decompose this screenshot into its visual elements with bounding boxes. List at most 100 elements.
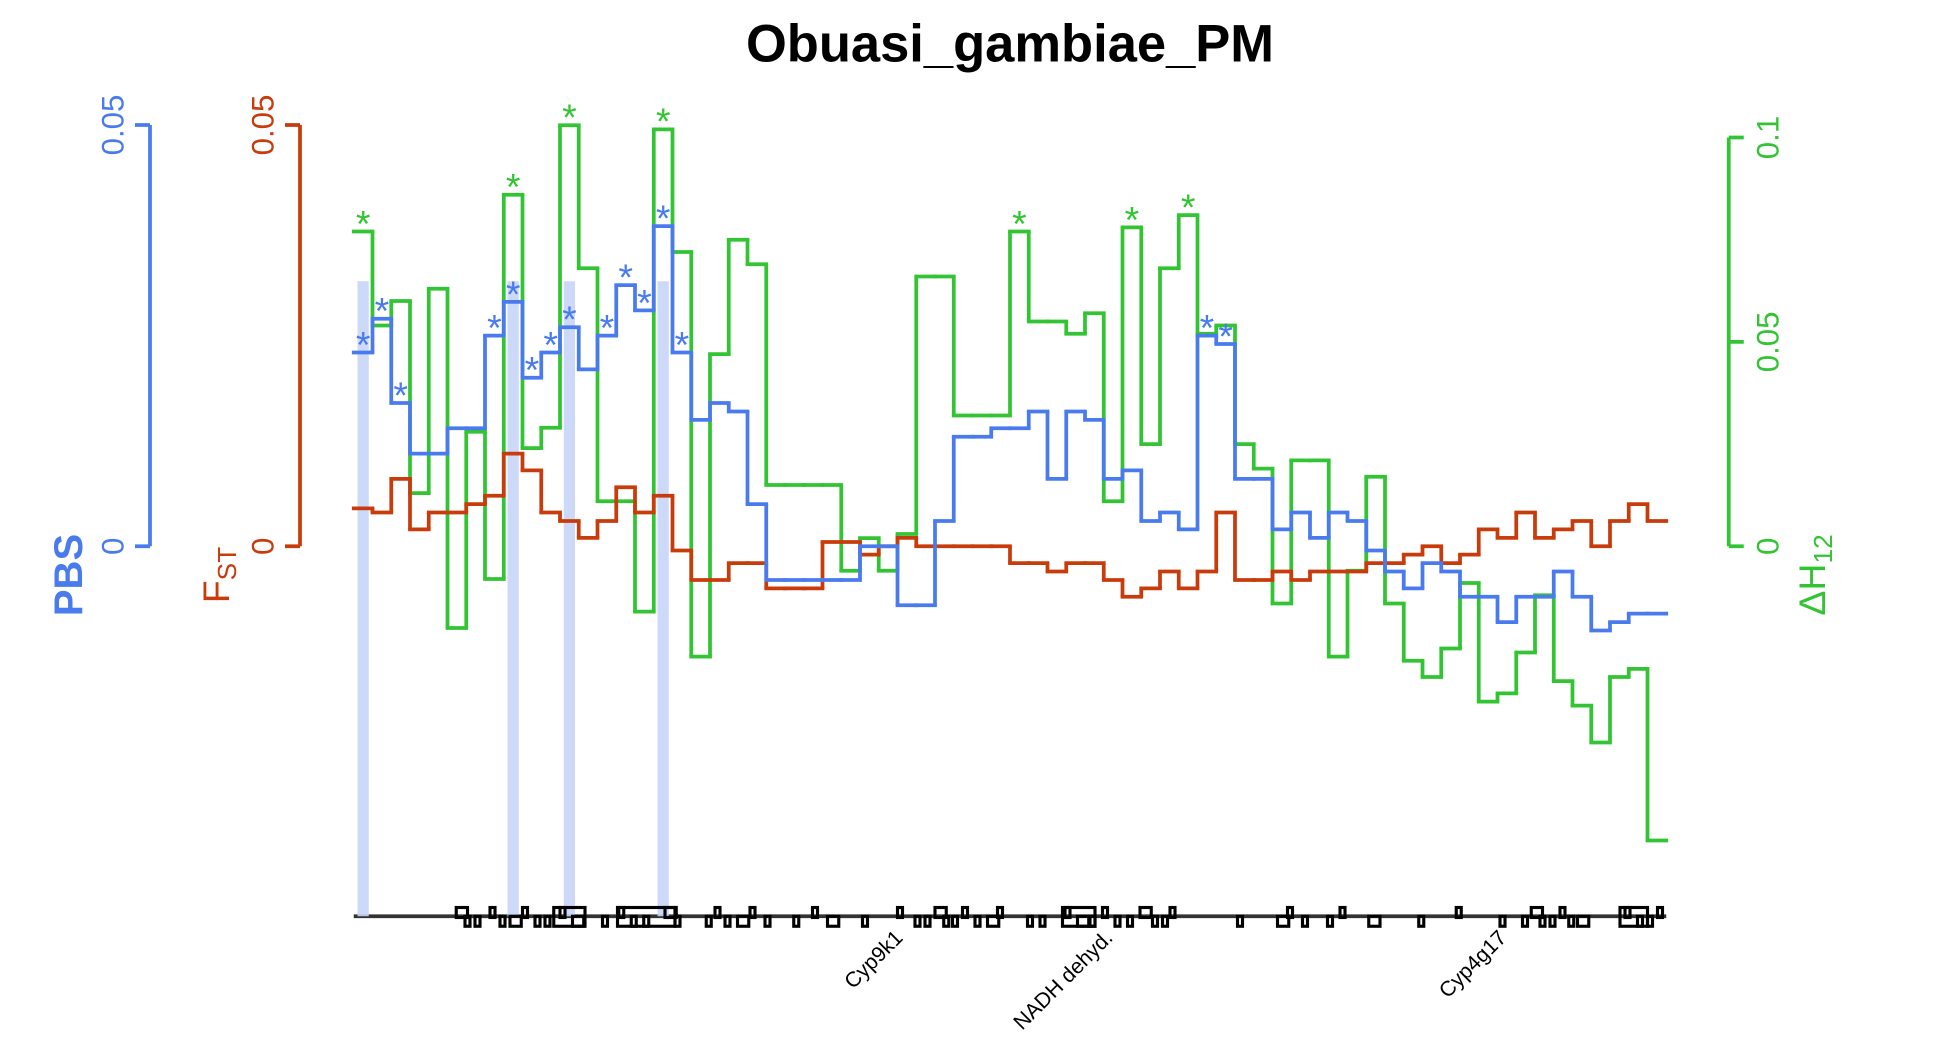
gene-block (763, 914, 772, 928)
gene-block (1520, 914, 1530, 928)
gene-block (735, 914, 751, 928)
significance-marker: * (525, 349, 540, 391)
gene-block (1325, 914, 1335, 928)
gene-block (1168, 905, 1177, 920)
gene-block (533, 914, 542, 928)
gene-block (1417, 914, 1426, 928)
gene-block (1038, 914, 1047, 928)
tick-label: 0 (95, 538, 130, 555)
gene-block (520, 905, 530, 920)
highlight-band (357, 281, 369, 917)
significance-marker: * (487, 307, 502, 349)
gene-block (454, 905, 470, 920)
gene-block (985, 914, 1001, 928)
significance-marker: * (1012, 202, 1027, 244)
series (351, 451, 1669, 599)
y2-axis-title-sub: ST (212, 547, 242, 581)
gene-block (1529, 905, 1545, 920)
significance-marker: * (543, 323, 558, 365)
gene-block (1300, 914, 1310, 928)
significance-marker: * (375, 290, 390, 332)
gene-block (1138, 905, 1153, 920)
gene-block (463, 914, 472, 928)
gene-block (1367, 914, 1382, 928)
series (351, 123, 1669, 843)
gene-block (1125, 914, 1135, 928)
gene-block (1150, 914, 1160, 928)
significance-marker: * (506, 273, 521, 315)
series (351, 224, 1669, 633)
gene-block (860, 914, 870, 928)
gene-block (923, 914, 932, 928)
significance-marker: * (618, 256, 633, 298)
gene-block (1025, 914, 1035, 928)
significance-marker: * (562, 96, 577, 138)
gene-block (792, 914, 801, 928)
gene-block (748, 905, 757, 920)
y3-axis-title-main: ΔH (1791, 564, 1833, 616)
gene-block (473, 914, 482, 928)
gene-block (704, 914, 713, 928)
tick-label: 0.1 (1750, 116, 1785, 159)
gene-block (1655, 905, 1665, 920)
gene-block (973, 914, 982, 928)
y3-axis-title: ΔH12 (1791, 534, 1838, 615)
y-axis-title: PBS (47, 534, 91, 616)
highlight-band (563, 281, 575, 917)
gene-block (1548, 914, 1557, 928)
gene-block (488, 905, 497, 920)
gene-block (1538, 914, 1547, 928)
chart-title: Obuasi_gambiae_PM (746, 14, 1274, 73)
gene-block (508, 914, 523, 928)
gene-block (1113, 914, 1122, 928)
gene-block (543, 914, 552, 928)
tick-label: 0.05 (95, 95, 130, 156)
gene-label: Cyp4g17 (1434, 926, 1511, 1003)
significance-marker: * (562, 298, 577, 340)
significance-marker: * (356, 202, 371, 244)
gene-block (1498, 914, 1507, 928)
tick-label: 0 (1750, 538, 1785, 555)
significance-marker: * (656, 100, 671, 142)
highlight-band (657, 281, 669, 917)
significance-marker: * (506, 166, 521, 208)
significance-marker: * (1200, 307, 1215, 349)
gene-block (552, 905, 587, 928)
gene-block (942, 914, 951, 928)
gene-block (950, 914, 960, 928)
gene-block (1285, 905, 1295, 920)
gene-block (1567, 914, 1576, 928)
gene-block (1618, 905, 1650, 928)
gene-block (810, 905, 820, 920)
y2-axis-title-main: F (195, 580, 237, 603)
gene-label: NADH dehyd. (1009, 926, 1118, 1035)
gene-block (1275, 914, 1291, 928)
gene-block (933, 905, 948, 920)
significance-marker: * (356, 323, 371, 365)
gene-block (1575, 914, 1591, 928)
gene-block (498, 914, 507, 928)
significance-marker: * (1125, 198, 1140, 240)
gene-block (1338, 905, 1347, 920)
gene-block (913, 914, 922, 928)
y2-axis-title: FST (195, 547, 242, 603)
highlight-band (507, 281, 519, 917)
gene-block (1100, 905, 1110, 920)
significance-marker: * (675, 323, 690, 365)
y3-axis-title-sub: 12 (1808, 534, 1838, 563)
significance-marker: * (637, 281, 652, 323)
significance-marker: * (656, 197, 671, 239)
gene-block (600, 914, 610, 928)
gene-block (723, 914, 732, 928)
significance-marker: * (393, 374, 408, 416)
gene-block (1235, 914, 1245, 928)
gene-block (895, 905, 905, 920)
gene-block (615, 905, 677, 928)
tick-label: 0 (245, 538, 280, 555)
gene-block (1160, 914, 1170, 928)
gene-block (960, 905, 970, 920)
significance-marker: * (1181, 186, 1196, 228)
gene-label: Cyp9k1 (840, 926, 908, 994)
